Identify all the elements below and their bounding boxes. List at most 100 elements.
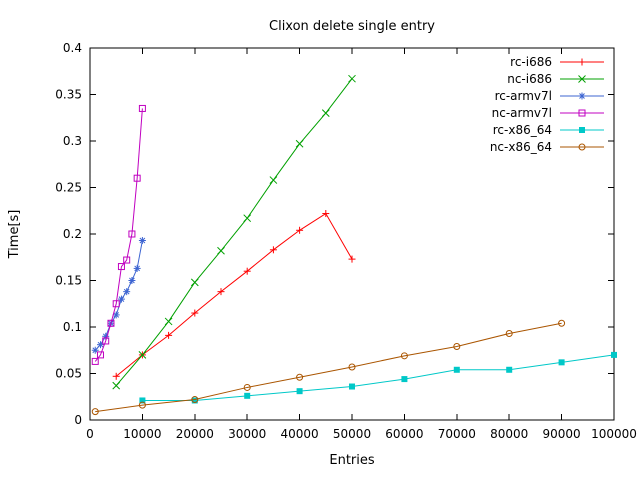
y-tick-label: 0.35 bbox=[55, 88, 82, 102]
x-tick-label: 40000 bbox=[281, 427, 319, 441]
y-tick-label: 0.05 bbox=[55, 367, 82, 381]
marker-square-open bbox=[128, 230, 136, 238]
marker-asterisk bbox=[92, 347, 99, 354]
marker-asterisk bbox=[139, 237, 146, 244]
y-tick-label: 0.15 bbox=[55, 274, 82, 288]
marker-cross bbox=[164, 317, 173, 326]
marker-circle-open bbox=[558, 319, 566, 327]
legend-entry: rc-armv7l bbox=[495, 89, 604, 103]
x-tick-label: 0 bbox=[86, 427, 94, 441]
y-tick-label: 0.1 bbox=[63, 320, 82, 334]
marker-square-open bbox=[138, 104, 146, 112]
marker-cross bbox=[348, 74, 356, 83]
marker-asterisk bbox=[97, 341, 104, 348]
marker-square-filled bbox=[611, 351, 617, 358]
marker-cross bbox=[321, 109, 330, 117]
x-tick-label: 30000 bbox=[228, 427, 266, 441]
legend-label: rc-x86_64 bbox=[493, 123, 552, 137]
marker-square-open bbox=[96, 351, 104, 359]
series-rc-x86_64 bbox=[139, 351, 617, 404]
marker-cross bbox=[243, 214, 252, 223]
legend-label: nc-i686 bbox=[507, 72, 552, 86]
marker-square-filled bbox=[191, 397, 198, 404]
y-tick-label: 0.3 bbox=[63, 134, 82, 148]
y-tick-label: 0.4 bbox=[63, 41, 82, 55]
marker-asterisk bbox=[134, 265, 140, 272]
marker-square-filled bbox=[453, 366, 460, 373]
marker-circle-open bbox=[191, 396, 199, 404]
marker-cross bbox=[269, 176, 278, 184]
marker-asterisk bbox=[579, 93, 585, 99]
x-tick-label: 90000 bbox=[543, 427, 581, 441]
marker-square-filled bbox=[139, 397, 146, 404]
marker-circle-open bbox=[243, 383, 251, 391]
legend-label: rc-armv7l bbox=[495, 89, 552, 103]
series-line bbox=[94, 108, 143, 362]
x-tick-label: 100000 bbox=[591, 427, 637, 441]
y-tick-label: 0 bbox=[74, 413, 82, 427]
legend-entry: nc-x86_64 bbox=[490, 140, 604, 154]
legend-entry: rc-x86_64 bbox=[493, 123, 604, 137]
marker-square-open bbox=[102, 337, 110, 345]
y-tick-label: 0.25 bbox=[55, 181, 82, 195]
marker-cross bbox=[578, 75, 586, 83]
chart-title: Clixon delete single entry bbox=[269, 19, 435, 34]
legend-label: rc-i686 bbox=[510, 55, 552, 69]
legend: rc-i686 nc-i686 rc-armv7l nc-armv7l rc-x86_6… bbox=[490, 55, 604, 154]
x-tick-label: 60000 bbox=[385, 427, 423, 441]
y-tick-label: 0.2 bbox=[63, 227, 82, 241]
legend-entry: nc-i686 bbox=[507, 72, 604, 86]
legend-label: nc-armv7l bbox=[492, 106, 552, 120]
marker-square-filled bbox=[401, 376, 408, 383]
marker-square-open bbox=[91, 357, 99, 365]
legend-label: nc-x86_64 bbox=[490, 140, 552, 154]
series-line bbox=[95, 322, 562, 413]
y-axis-label: Time[s] bbox=[7, 210, 22, 260]
marker-circle-open bbox=[348, 363, 356, 371]
marker-square-open bbox=[112, 300, 120, 308]
marker-square-filled bbox=[579, 127, 585, 133]
marker-circle-open bbox=[453, 343, 461, 351]
series-line bbox=[115, 212, 353, 377]
x-tick-label: 20000 bbox=[176, 427, 214, 441]
x-tick-label: 70000 bbox=[438, 427, 476, 441]
marker-cross bbox=[112, 381, 121, 390]
marker-square-filled bbox=[506, 366, 513, 373]
marker-square-filled bbox=[349, 383, 355, 390]
series-line bbox=[115, 78, 353, 386]
x-tick-label: 80000 bbox=[490, 427, 528, 441]
series-rc-armv7l bbox=[91, 237, 146, 354]
series-nc-i686 bbox=[112, 74, 356, 390]
marker-square-open bbox=[578, 109, 586, 117]
marker-square-open bbox=[107, 319, 115, 327]
legend-entry: nc-armv7l bbox=[492, 106, 604, 120]
series-line bbox=[142, 354, 615, 401]
marker-cross bbox=[217, 246, 225, 255]
marker-asterisk bbox=[123, 288, 130, 295]
marker-cross bbox=[138, 351, 147, 359]
x-axis-label: Entries bbox=[329, 453, 375, 468]
marker-asterisk bbox=[118, 296, 125, 302]
marker-square-open bbox=[117, 263, 125, 271]
marker-circle-open bbox=[505, 330, 513, 338]
marker-asterisk bbox=[129, 277, 135, 284]
marker-circle-open bbox=[91, 408, 99, 416]
legend-entry: rc-i686 bbox=[510, 55, 604, 69]
marker-circle-open bbox=[400, 352, 408, 360]
series-line bbox=[94, 240, 143, 351]
marker-cross bbox=[190, 278, 199, 287]
series-nc-x86_64 bbox=[91, 319, 566, 416]
x-tick-label: 50000 bbox=[333, 427, 371, 441]
series-rc-i686 bbox=[112, 210, 356, 380]
marker-square-filled bbox=[558, 359, 565, 366]
marker-asterisk bbox=[113, 312, 120, 318]
marker-square-open bbox=[133, 174, 141, 182]
marker-circle-open bbox=[296, 373, 304, 381]
x-tick-label: 10000 bbox=[123, 427, 161, 441]
marker-cross bbox=[295, 139, 304, 148]
marker-circle-open bbox=[138, 401, 146, 409]
marker-square-open bbox=[123, 256, 131, 264]
marker-circle-open bbox=[578, 143, 586, 151]
